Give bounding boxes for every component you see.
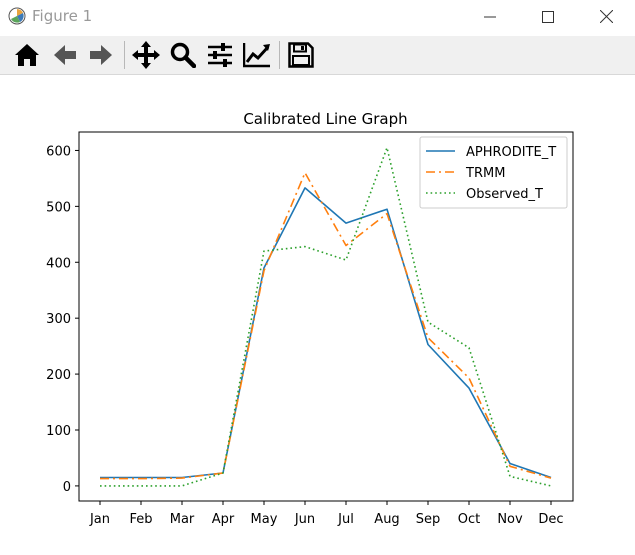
x-axis: Jan Feb Mar Apr May Jun Jul Aug Sep Oct Nov Dec	[89, 501, 564, 527]
toolbar-separator	[124, 41, 125, 69]
x-tick-label: May	[251, 512, 278, 527]
x-tick-label: Apr	[212, 512, 235, 527]
series-line	[100, 172, 552, 480]
legend-label: TRMM	[465, 166, 505, 181]
title-bar: Figure 1	[0, 0, 635, 33]
x-tick-label: Oct	[458, 512, 480, 527]
y-axis: 0 100 200 300 400 500 600	[46, 144, 79, 495]
x-tick-label: Aug	[374, 512, 399, 527]
x-tick-label: Jun	[294, 512, 315, 527]
line-chart: Calibrated Line Graph 0 100 200 300 400 500 60…	[46, 110, 574, 527]
forward-button[interactable]	[84, 39, 118, 71]
pan-icon	[132, 41, 160, 69]
y-tick-label: 600	[46, 144, 71, 159]
close-icon	[599, 10, 613, 23]
back-button[interactable]	[48, 39, 82, 71]
home-icon	[15, 44, 39, 66]
edit-axis-icon	[243, 43, 270, 68]
edit-axis-button[interactable]	[240, 39, 274, 71]
y-tick-label: 100	[46, 424, 71, 439]
window-title: Figure 1	[32, 7, 93, 25]
x-tick-label: Mar	[170, 512, 195, 527]
legend-box	[419, 136, 568, 209]
minimize-button[interactable]	[461, 0, 519, 33]
x-tick-label: Jan	[89, 512, 110, 527]
y-tick-label: 200	[46, 368, 71, 383]
app-logo-icon	[8, 7, 26, 25]
x-tick-label: Sep	[416, 512, 441, 527]
chart-title: Calibrated Line Graph	[243, 110, 407, 128]
x-tick-label: Nov	[497, 512, 523, 527]
configure-subplots-button[interactable]	[203, 39, 237, 71]
plot-frame	[78, 131, 574, 502]
zoom-button[interactable]	[166, 39, 200, 71]
x-tick-label: Dec	[538, 512, 563, 527]
legend-label: APHRODITE_T	[466, 145, 556, 160]
toolbar-separator	[279, 41, 280, 69]
legend: APHRODITE_T TRMM Observed_T	[419, 136, 568, 209]
save-button[interactable]	[284, 39, 318, 71]
configure-subplots-icon	[208, 43, 232, 67]
maximize-icon	[542, 10, 554, 23]
zoom-icon	[170, 42, 196, 68]
minimize-icon	[484, 16, 496, 17]
plot-lines	[100, 146, 552, 487]
home-button[interactable]	[10, 39, 44, 71]
navigation-toolbar	[0, 36, 635, 75]
series-line	[100, 187, 552, 479]
maximize-button[interactable]	[519, 0, 577, 33]
y-tick-label: 400	[46, 256, 71, 271]
y-tick-label: 300	[46, 312, 71, 327]
x-tick-label: Jul	[337, 512, 354, 527]
legend-label: Observed_T	[466, 187, 543, 202]
y-tick-label: 500	[46, 200, 71, 215]
back-arrow-icon	[54, 45, 76, 65]
series-line	[100, 146, 552, 487]
figure-canvas[interactable]: Calibrated Line Graph 0 100 200 300 400 500 60…	[0, 75, 635, 551]
save-icon	[288, 42, 314, 68]
forward-arrow-icon	[90, 45, 112, 65]
close-button[interactable]	[577, 0, 635, 33]
x-tick-label: Feb	[129, 512, 152, 527]
pan-button[interactable]	[129, 39, 163, 71]
y-tick-label: 0	[63, 480, 71, 495]
